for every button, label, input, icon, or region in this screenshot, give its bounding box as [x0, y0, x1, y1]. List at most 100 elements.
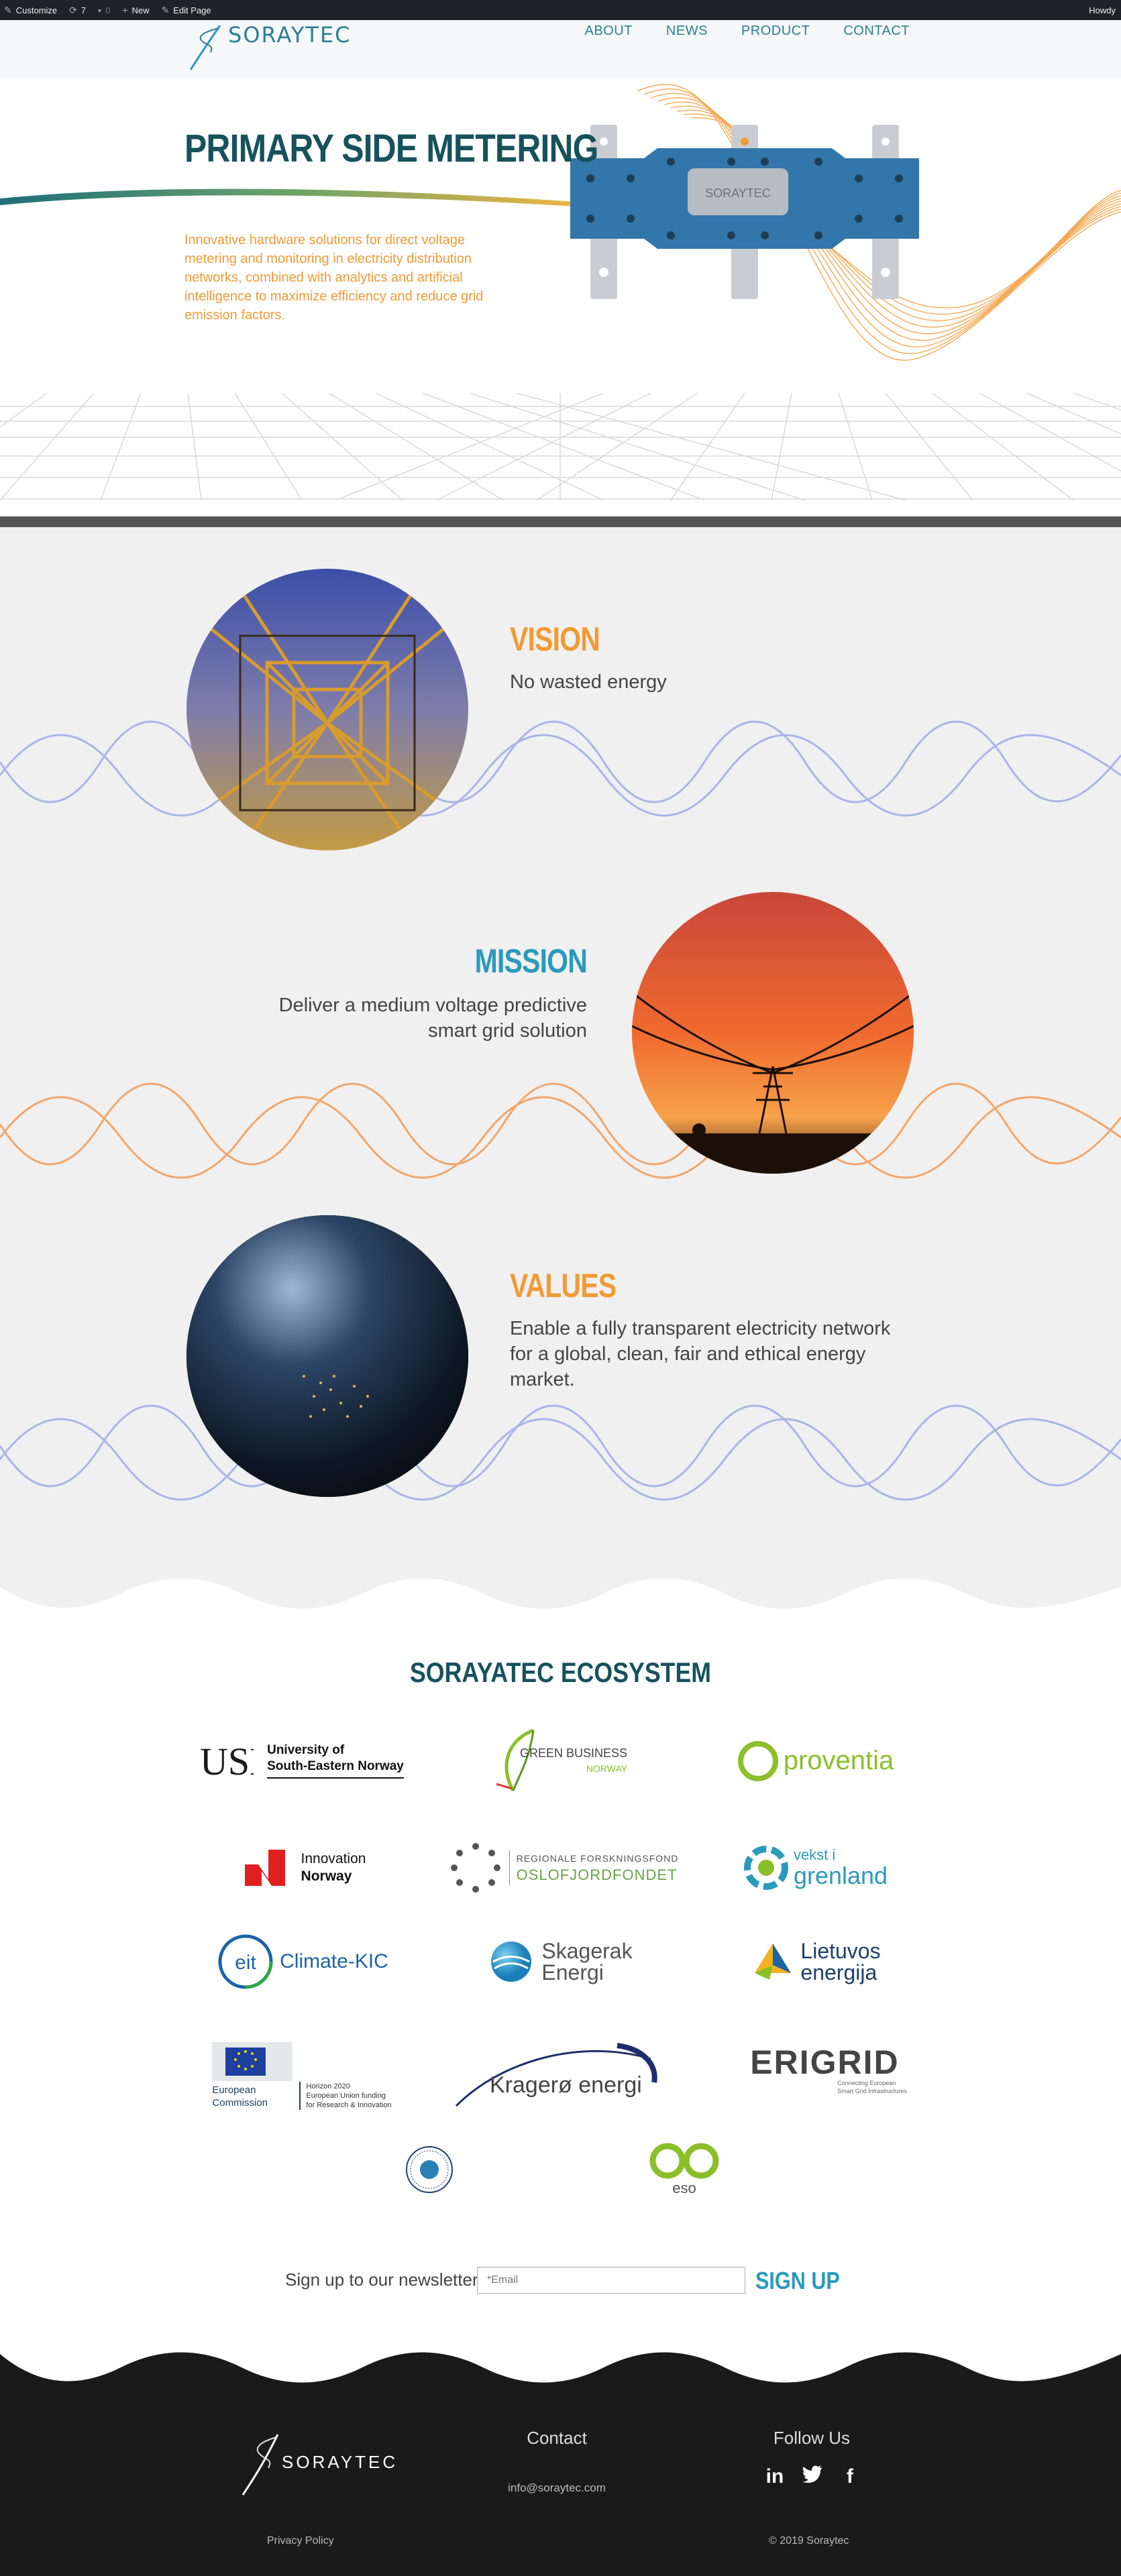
- seal-logo-icon: [406, 2146, 453, 2193]
- ecosystem-title: SORAYATEC ECOSYSTEM: [409, 1657, 712, 1688]
- partner-kragero-energi[interactable]: Kragerø energi: [449, 2032, 671, 2113]
- footer-email-link[interactable]: info@soraytec.com: [508, 2481, 606, 2494]
- privacy-policy-link[interactable]: Privacy Policy: [267, 2535, 334, 2546]
- horizon-text: Horizon 2020 European Union funding for …: [299, 2082, 392, 2110]
- partner-green-business[interactable]: GREEN BUSINESS NORWAY: [449, 1724, 671, 1797]
- orange-wave-lines: [0, 1082, 1121, 1179]
- eu-commission-text: European Commission: [212, 2084, 268, 2109]
- linkedin-icon[interactable]: in: [765, 2465, 784, 2487]
- partner-skagerak[interactable]: Skagerak Energi: [449, 1925, 671, 1999]
- vekst-text: vekst i grenland: [794, 1846, 888, 1891]
- admin-comments[interactable]: ▪ 0: [98, 5, 111, 15]
- vision-image: [186, 569, 468, 850]
- climate-kic-text: Climate-KIC: [280, 1950, 388, 1972]
- hero-description: Innovative hardware solutions for direct…: [184, 233, 484, 323]
- logo-text: SORAYTEC: [228, 22, 352, 48]
- eu-line: European Union funding: [306, 2092, 386, 2100]
- innovation-norway-logo-icon: [244, 1850, 285, 1886]
- partner-proventia[interactable]: proventia: [704, 1724, 926, 1797]
- eit-logo-icon: eit: [218, 1934, 273, 1989]
- admin-edit-page[interactable]: ✎ Edit Page: [161, 4, 211, 15]
- oslo-line: REGIONALE FORSKNINGSFOND: [516, 1853, 679, 1864]
- lietuvos-line: energija: [800, 1960, 877, 1984]
- nav-about[interactable]: ABOUT: [584, 23, 633, 38]
- gb-line: NORWAY: [586, 1762, 628, 1774]
- usn-line: South-Eastern Norway: [267, 1759, 404, 1773]
- skagerak-text: Skagerak Energi: [541, 1940, 632, 1983]
- newsletter-email-input[interactable]: [477, 2267, 745, 2294]
- eu-line: European: [212, 2084, 256, 2096]
- hero-title: PRIMARY SIDE METERING: [184, 127, 598, 170]
- proventia-text: proventia: [783, 1745, 894, 1775]
- oslo-line: OSLOFJORDFONDET: [516, 1866, 678, 1883]
- mission-text: Deliver a medium voltage predictive smar…: [248, 993, 587, 1044]
- nav-news[interactable]: NEWS: [665, 23, 708, 38]
- blue-wave-lines: [0, 720, 1121, 817]
- footer-contact-heading: Contact: [527, 2428, 587, 2448]
- values-text-line: Enable a fully transparent electricity n…: [510, 1318, 891, 1339]
- partner-innovation-norway[interactable]: Innovation Norway: [191, 1831, 413, 1905]
- hero: SORAYTEC PRIMARY SIDE METERING Innovativ…: [0, 78, 1121, 514]
- vekst-line: vekst i: [793, 1846, 836, 1863]
- vekst-line: grenland: [793, 1861, 888, 1889]
- footer-logo[interactable]: SORAYTEC: [236, 2428, 397, 2502]
- vekst-logo-icon: [743, 1846, 788, 1890]
- kragero-logo-icon: Kragerø energi: [455, 2043, 657, 2107]
- perspective-grid: [0, 393, 1121, 500]
- partner-vekst-grenland[interactable]: vekst i grenland: [704, 1831, 926, 1905]
- usn-line: University of: [267, 1743, 345, 1757]
- eu-line: Horizon 2020: [306, 2082, 350, 2090]
- admin-howdy[interactable]: Howdy: [1089, 5, 1116, 15]
- mission-text-line: smart grid solution: [428, 1020, 587, 1042]
- usn-logo-icon: USN: [200, 1740, 254, 1783]
- admin-customize[interactable]: ✎ Customize: [4, 4, 58, 15]
- partner-seal[interactable]: [319, 2133, 540, 2206]
- vision-title: VISION: [510, 620, 600, 658]
- eu-line: Commission: [212, 2097, 268, 2109]
- admin-bar: ✎ Customize ⟳ 7 ▪ 0 + New ✎ Edit Page Howdy: [0, 0, 1121, 20]
- site-footer: SORAYTEC Contact info@soraytec.com Follo…: [0, 2347, 1121, 2576]
- footer-background: [0, 2352, 1121, 2576]
- logo-swoosh-icon: [189, 25, 221, 70]
- brush-icon: ✎: [4, 4, 12, 15]
- partner-climate-kic[interactable]: eit Climate-KIC: [191, 1925, 413, 1999]
- eit-mark: eit: [235, 1952, 256, 1974]
- partner-european-commission[interactable]: European Commission Horizon 2020 Europea…: [191, 2032, 413, 2119]
- partner-lietuvos-energija[interactable]: Lietuvos energija: [704, 1925, 926, 1999]
- lietuvos-logo-icon: [755, 1944, 792, 1980]
- partner-erigrid[interactable]: ERIGRID Connecting European Smart Grid I…: [718, 2032, 939, 2106]
- site-logo[interactable]: SORAYTEC: [181, 20, 350, 71]
- values-text-line: market.: [510, 1369, 575, 1390]
- comment-icon: ▪: [98, 5, 102, 15]
- vision-text: No wasted energy: [510, 671, 667, 693]
- partner-oslofjordfondet[interactable]: REGIONALE FORSKNINGSFOND OSLOFJORDFONDET: [436, 1831, 691, 1905]
- oslofjord-logo-icon: [450, 1843, 500, 1893]
- nav-product[interactable]: PRODUCT: [741, 23, 810, 38]
- oslofjord-text: REGIONALE FORSKNINGSFOND OSLOFJORDFONDET: [509, 1850, 679, 1885]
- mission-image: [632, 892, 914, 1174]
- mission-text-line: Deliver a medium voltage predictive: [278, 995, 587, 1016]
- footer-logo-icon: [242, 2434, 279, 2496]
- newsletter-form: Sign up to our newsletter SIGN UP: [0, 2267, 1121, 2300]
- twitter-icon[interactable]: [801, 2465, 824, 2488]
- gb-line: GREEN BUSINESS: [519, 1746, 628, 1760]
- erigrid-tagline: Connecting European Smart Grid Infrastru…: [837, 2079, 907, 2095]
- values-text-line: for a global, clean, fair and ethical en…: [510, 1343, 866, 1365]
- facebook-icon[interactable]: f: [847, 2465, 853, 2487]
- erigrid-text: ERIGRID: [750, 2043, 900, 2081]
- main-nav: ABOUT NEWS PRODUCT CONTACT: [585, 23, 910, 39]
- values-image: [186, 1215, 468, 1497]
- partner-eso[interactable]: eso: [574, 2133, 795, 2206]
- device-label: SORAYTEC: [705, 186, 771, 200]
- newsletter-signup-button[interactable]: SIGN UP: [755, 2267, 840, 2294]
- innovation-norway-text: Innovation Norway: [301, 1850, 366, 1885]
- admin-updates[interactable]: ⟳ 7: [69, 4, 87, 15]
- skagerak-line: Skagerak: [541, 1939, 633, 1963]
- nav-contact[interactable]: CONTACT: [843, 23, 910, 38]
- eu-logo: European Commission: [212, 2042, 293, 2109]
- eu-line: for Research & Innovation: [306, 2101, 392, 2109]
- partner-usn[interactable]: USN University of South-Eastern Norway: [191, 1724, 413, 1797]
- admin-new[interactable]: + New: [122, 5, 150, 15]
- blue-wave-lines: [0, 1404, 1121, 1501]
- eso-text: eso: [672, 2180, 696, 2196]
